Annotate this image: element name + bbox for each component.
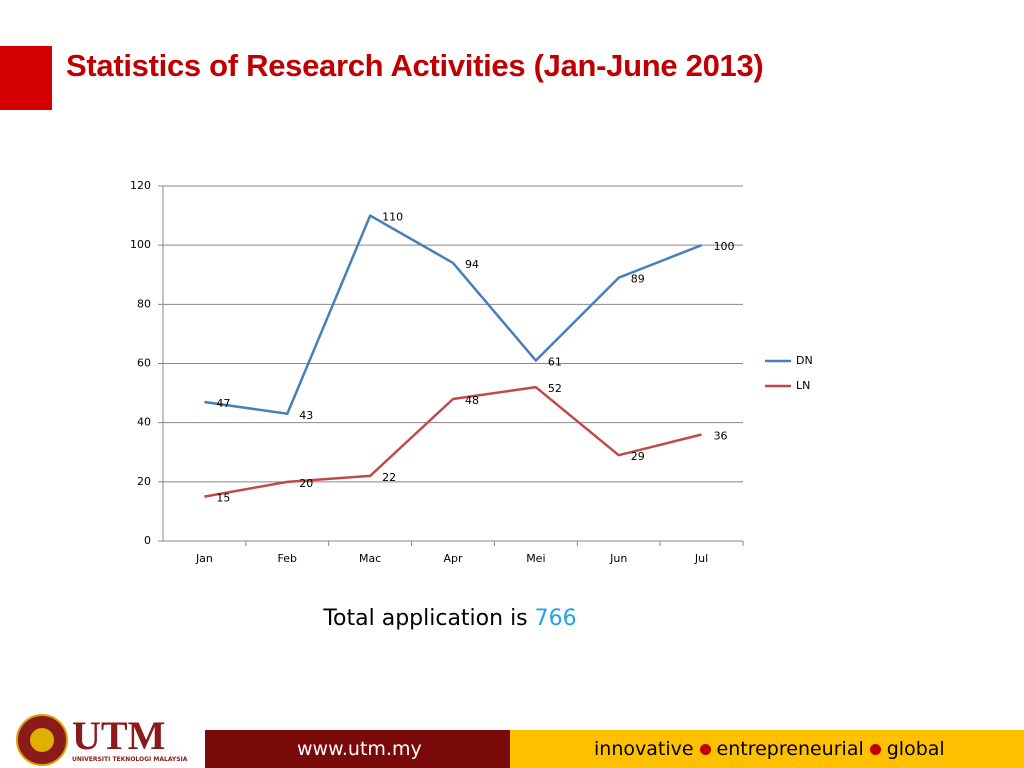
total: 766	[534, 606, 577, 631]
y-tick-label: 80	[137, 297, 151, 310]
logo-seal	[16, 714, 68, 766]
x-tick-label: Jan	[195, 552, 213, 565]
y-tick-label: 60	[137, 357, 151, 370]
y-tick-label: 120	[130, 179, 151, 192]
data-label: 20	[299, 477, 313, 490]
website: www.utm.my	[205, 730, 510, 768]
x-tick-label: Jun	[609, 552, 627, 565]
x-tick-label: Feb	[278, 552, 297, 565]
data-label: 100	[714, 240, 735, 253]
summary-text: Total application is	[323, 606, 528, 631]
data-label: 89	[631, 273, 645, 286]
bullet	[869, 744, 881, 755]
tagline: innovative entrepreneurial global	[510, 730, 1024, 768]
y-tick-label: 100	[130, 238, 151, 251]
tagline-word: innovative	[594, 738, 694, 760]
logo-text: UTM	[72, 713, 166, 758]
y-tick-label: 0	[144, 534, 151, 547]
series-line	[204, 385, 702, 498]
series-line	[204, 214, 703, 416]
x-tick-label: Mac	[359, 552, 381, 565]
legend-label: LN	[796, 379, 810, 392]
tagline-word: global	[886, 738, 945, 760]
chart: 0 20 40 60 80 100 120 Jan Feb Mac Apr Mei Jun Jul 47 43…	[130, 179, 813, 565]
university-name: UNIVERSITI TEKNOLOGI MALAYSIA	[72, 756, 188, 763]
tagline-word: entrepreneurial	[716, 738, 864, 760]
summary: Total application is 766	[0, 606, 900, 631]
data-label: 48	[465, 394, 479, 407]
x-tick-label: Apr	[443, 552, 463, 565]
data-label: 47	[216, 397, 230, 410]
data-label: 110	[382, 211, 403, 224]
logo: UTM UNIVERSITI TEKNOLOGI MALAYSIA	[16, 713, 188, 768]
legend-label: DN	[796, 354, 813, 367]
y-tick-label: 40	[137, 416, 151, 429]
bullet	[699, 744, 711, 755]
x-tick-label: Mei	[526, 552, 545, 565]
y-tick-label: 20	[137, 475, 151, 488]
data-label: 43	[299, 409, 313, 422]
data-label: 15	[216, 492, 230, 505]
x-tick-label: Jul	[694, 552, 708, 565]
data-label: 52	[548, 382, 562, 395]
accent-block	[0, 46, 52, 110]
data-label: 29	[631, 450, 645, 463]
data-label: 61	[548, 356, 562, 369]
data-label: 94	[465, 258, 479, 271]
data-label: 22	[382, 471, 396, 484]
data-label: 36	[714, 430, 728, 443]
chart-title: Statistics of Research Activities (Jan-J…	[66, 48, 764, 83]
